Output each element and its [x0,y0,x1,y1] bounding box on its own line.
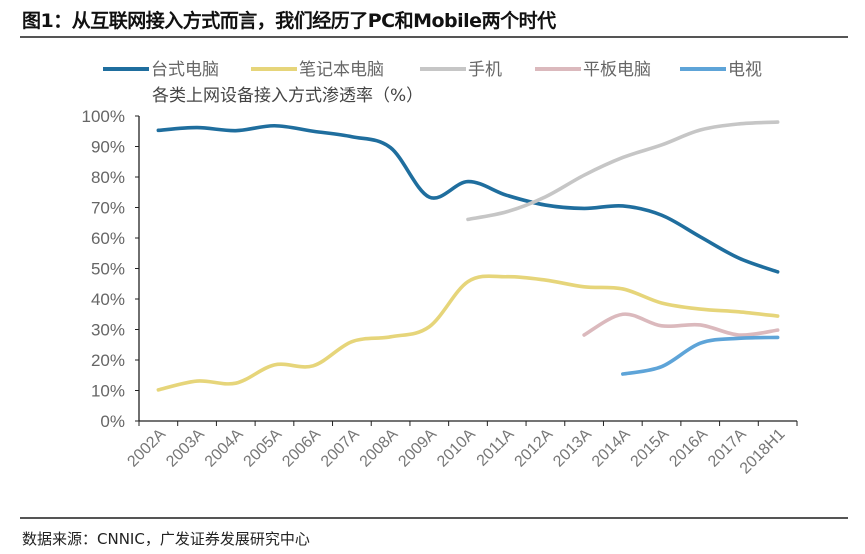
figure-title: 图1：从互联网接入方式而言，我们经历了PC和Mobile两个时代 [22,10,556,32]
top-divider [20,36,848,38]
y-tick-label: 20% [91,351,125,370]
x-tick-label: 2015A [628,426,673,471]
y-tick-label: 60% [91,229,125,248]
y-tick-label: 90% [91,138,125,157]
legend-label: 台式电脑 [151,60,219,80]
y-tick-label: 40% [91,290,125,309]
legend-label: 平板电脑 [583,60,651,80]
legend-item: 笔记本电脑 [251,60,384,80]
y-tick-label: 80% [91,168,125,187]
legend-item: 台式电脑 [103,60,219,80]
x-tick-label: 2003A [163,426,208,471]
series-line-笔记本电脑 [156,274,780,392]
y-tick-label: 100% [82,107,125,126]
legend-item: 平板电脑 [535,60,651,80]
chart-title: 各类上网设备接入方式渗透率（%） [152,86,423,106]
y-tick-label: 10% [91,382,125,401]
x-tick-label: 2006A [279,426,324,471]
series-lines [156,120,780,392]
legend-label: 笔记本电脑 [299,60,384,80]
y-tick-label: 70% [91,199,125,218]
series-line-手机 [466,120,780,222]
y-tick-label: 50% [91,260,125,279]
y-tick-label: 0% [100,412,125,431]
legend-item: 电视 [680,60,762,80]
series-line-电视 [621,335,780,376]
x-tick-label: 2010A [434,426,479,471]
legend-item: 手机 [420,60,502,80]
x-tick-label: 2002A [124,426,169,471]
x-tick-label: 2009A [395,426,440,471]
legend: 台式电脑 笔记本电脑 手机 平板电脑 电视 [103,60,762,80]
x-tick-label: 2016A [666,426,711,471]
x-tick-label: 2008A [357,426,402,471]
x-tick-label: 2013A [550,426,595,471]
axes: 0%10%20%30%40%50%60%70%80%90%100%2002A20… [82,107,798,477]
source-note: 数据来源：CNNIC，广发证券发展研究中心 [22,530,310,548]
y-tick-label: 30% [91,321,125,340]
x-tick-label: 2007A [318,426,363,471]
x-tick-label: 2011A [474,426,518,470]
series-line-平板电脑 [582,312,780,337]
x-tick-label: 2012A [512,426,557,471]
x-tick-label: 2005A [241,426,286,471]
legend-label: 手机 [468,60,502,80]
x-tick-label: 2004A [202,426,247,471]
x-tick-label: 2014A [589,426,634,471]
series-line-台式电脑 [156,123,780,274]
bottom-divider [20,517,848,519]
legend-label: 电视 [728,60,762,80]
